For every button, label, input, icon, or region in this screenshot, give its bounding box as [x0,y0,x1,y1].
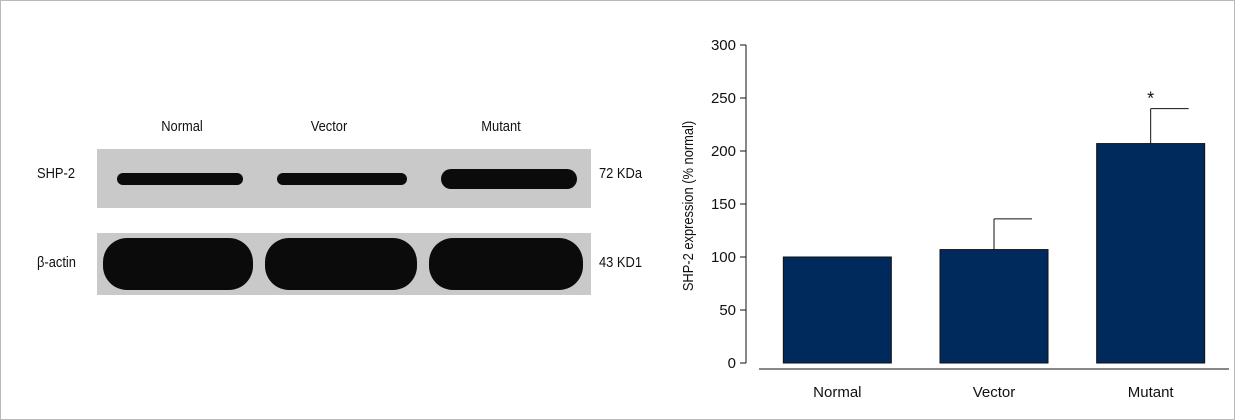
blot-strip-beta-actin [97,233,591,295]
size-label-shp2: 72 KDa [599,165,643,182]
y-tick-label: 0 [728,355,736,372]
y-tick-label: 300 [711,37,736,54]
band-actin-vector [265,238,417,290]
band-actin-normal [103,238,253,290]
bar-mutant [1096,143,1206,364]
chart-bars [782,108,1206,364]
y-tick-label: 200 [711,143,736,160]
y-tick-label: 250 [711,90,736,107]
y-tick-label: 100 [711,249,736,266]
bar-normal [782,256,892,364]
chart-axes [740,44,1229,370]
y-tick-label: 150 [711,196,736,213]
x-tick-label: Vector [973,384,1016,401]
lane-label-normal: Normal [161,118,203,135]
size-label-beta-actin: 43 KD1 [599,254,643,271]
lane-label-mutant: Mutant [481,118,521,135]
chart-labels: 0 50 100 150 200 250 300 Normal Vector Mutant * [711,37,1174,401]
band-shp2-mutant [441,169,577,189]
x-tick-label: Normal [813,384,861,401]
lane-label-vector: Vector [310,118,348,135]
significance-marker: * [1147,89,1154,109]
band-shp2-normal [117,173,243,185]
y-tick-label: 50 [719,302,736,319]
blot-strip-shp2 [97,149,591,208]
y-axis-label: SHP-2 expression (% normal) [679,121,696,291]
band-shp2-vector [277,173,407,185]
x-tick-label: Mutant [1128,384,1175,401]
row-label-shp2: SHP-2 [37,165,76,182]
bar-vector [939,249,1049,364]
band-actin-mutant [429,238,583,290]
row-label-beta-actin: β-actin [37,254,76,271]
